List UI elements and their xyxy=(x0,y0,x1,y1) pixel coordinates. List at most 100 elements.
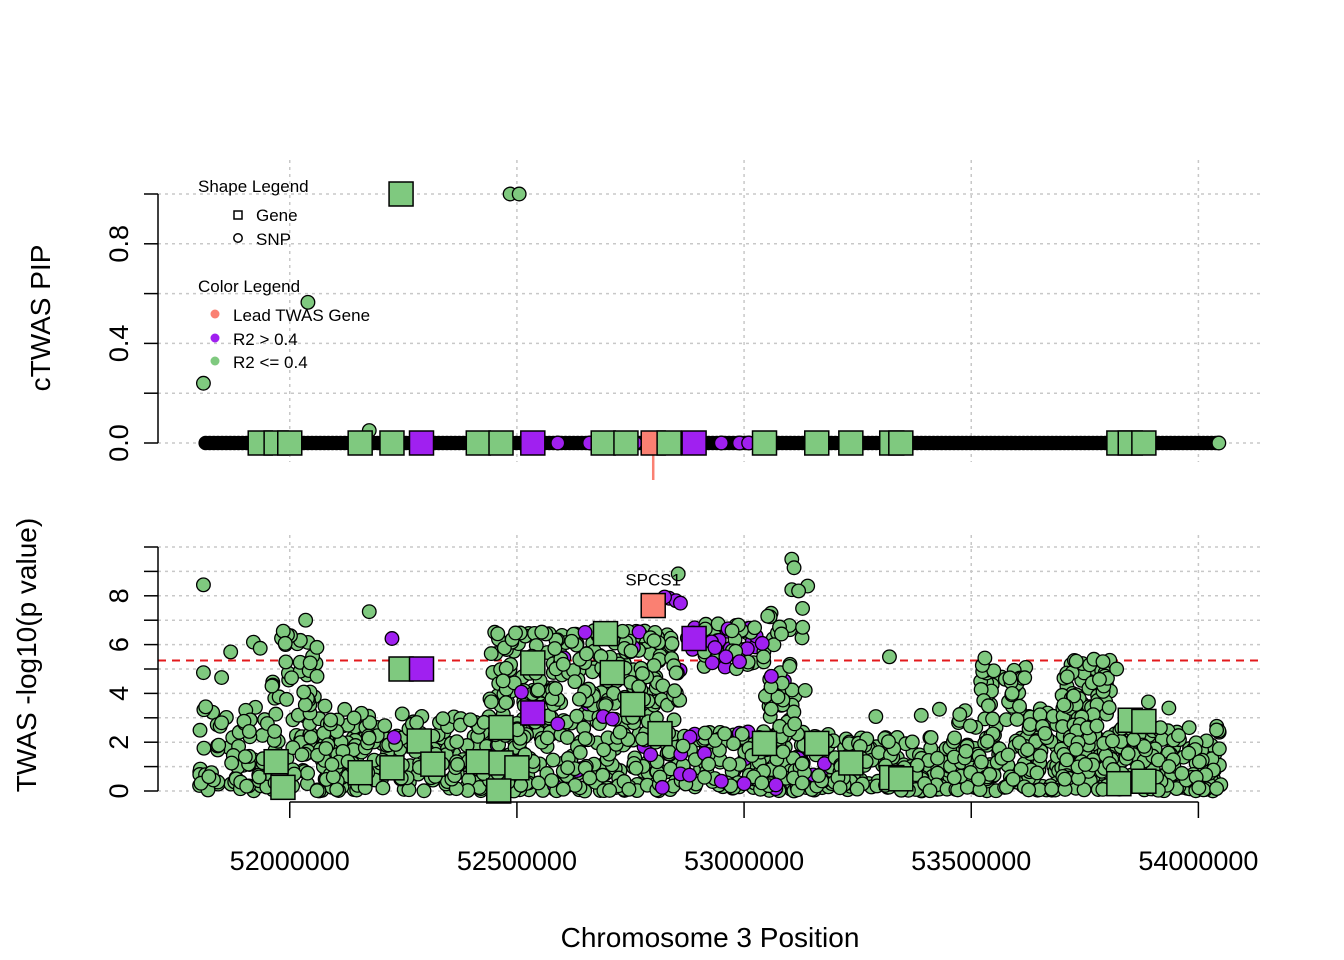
snp-point xyxy=(560,760,576,776)
snp-point xyxy=(1037,725,1053,741)
snp-point xyxy=(224,755,240,771)
snp-point xyxy=(946,770,962,786)
snp-point xyxy=(931,701,947,717)
snp-point xyxy=(1181,745,1197,761)
snp-point xyxy=(1140,694,1156,710)
snp-point xyxy=(1211,435,1227,451)
gene-point xyxy=(647,720,673,747)
snp-point xyxy=(732,654,747,670)
snp-point xyxy=(309,668,325,684)
snp-point xyxy=(881,734,896,750)
snp-point xyxy=(1161,759,1177,775)
snp-point xyxy=(569,708,585,724)
twas-y-ticks: 0 2 4 6 8 xyxy=(104,546,158,799)
snp-point xyxy=(544,773,560,789)
snp-point xyxy=(1092,671,1107,687)
snp-point xyxy=(1021,782,1037,798)
snp-point xyxy=(198,699,214,715)
gene-point xyxy=(263,748,289,775)
snp-point xyxy=(279,691,294,707)
snp-point xyxy=(514,684,529,700)
snp-point xyxy=(795,600,811,616)
snp-point xyxy=(508,625,523,641)
snp-point xyxy=(791,583,807,599)
twas-y-axis-title: TWAS -log10(p value) xyxy=(11,518,42,792)
snp-point xyxy=(697,725,713,741)
snp-point xyxy=(309,783,325,799)
snp-point xyxy=(284,670,299,686)
snp-point xyxy=(1005,771,1021,787)
snp-point xyxy=(1174,765,1190,781)
snp-point xyxy=(545,752,561,768)
y-tick-label: 4 xyxy=(104,686,134,701)
gene-point xyxy=(613,430,639,456)
snp-point xyxy=(977,650,993,666)
pip-y-ticks: 0.0 0.4 0.8 xyxy=(104,193,158,462)
snp-point xyxy=(1066,688,1082,704)
snp-point xyxy=(1059,752,1075,768)
snp-point xyxy=(548,681,564,697)
snp-point xyxy=(1109,661,1125,677)
gene-point xyxy=(620,691,646,718)
gene-point xyxy=(751,430,778,456)
snp-point xyxy=(1161,700,1177,716)
snp-point xyxy=(571,691,587,707)
snp-point xyxy=(1209,722,1225,738)
gene-point xyxy=(838,430,864,456)
gene-point xyxy=(465,748,492,775)
gene-point xyxy=(379,755,405,781)
gene-point xyxy=(520,700,546,726)
snp-point xyxy=(930,750,945,766)
snp-point xyxy=(1068,653,1084,669)
gene-point xyxy=(388,181,414,207)
snp-point xyxy=(361,730,377,746)
snp-point xyxy=(635,731,650,747)
snp-point xyxy=(1002,670,1018,686)
gene-point xyxy=(1131,768,1157,794)
legend-high-r2-label: R2 > 0.4 xyxy=(233,330,298,349)
snp-point xyxy=(646,633,662,649)
snp-point xyxy=(298,612,314,628)
snp-point xyxy=(1009,711,1025,727)
snp-point xyxy=(297,697,313,713)
snp-point xyxy=(1056,697,1072,713)
gene-point xyxy=(681,430,707,456)
snp-point xyxy=(214,715,230,731)
snp-point xyxy=(386,729,402,745)
gene-square-icon xyxy=(233,210,243,220)
gene-point xyxy=(408,656,435,682)
snp-point xyxy=(277,635,293,651)
snp-point xyxy=(612,724,628,740)
lead-gene-dot-icon xyxy=(210,309,220,319)
snp-point xyxy=(673,595,688,611)
snp-point xyxy=(962,718,978,734)
color-legend-title: Color Legend xyxy=(198,277,300,296)
snp-point xyxy=(530,775,546,791)
snp-point xyxy=(756,649,772,665)
snp-point xyxy=(201,769,217,785)
snp-point xyxy=(768,777,784,793)
gene-point xyxy=(379,430,405,456)
gene-point xyxy=(504,755,530,781)
snp-point xyxy=(483,694,499,710)
snp-point xyxy=(252,640,268,656)
snp-point xyxy=(664,636,680,652)
snp-point xyxy=(947,730,963,746)
snp-point xyxy=(268,706,284,722)
snp-point xyxy=(462,712,478,728)
snp-point xyxy=(303,729,319,745)
snp-point xyxy=(1012,698,1027,714)
snp-point xyxy=(596,742,612,758)
snp-point xyxy=(214,670,230,685)
y-tick-label: 8 xyxy=(104,588,134,603)
pip-panel: 0.0 0.4 0.8 cTWAS PIP Shape Legend Gene SN… xyxy=(25,160,1262,480)
snp-point xyxy=(275,623,291,639)
snp-point xyxy=(913,707,929,723)
snp-point xyxy=(416,783,432,799)
pip-points xyxy=(195,181,1227,456)
snp-point xyxy=(323,712,339,728)
snp-point xyxy=(787,716,803,732)
snp-point xyxy=(1044,781,1060,797)
snp-point xyxy=(811,768,827,784)
gene-point xyxy=(751,730,778,757)
